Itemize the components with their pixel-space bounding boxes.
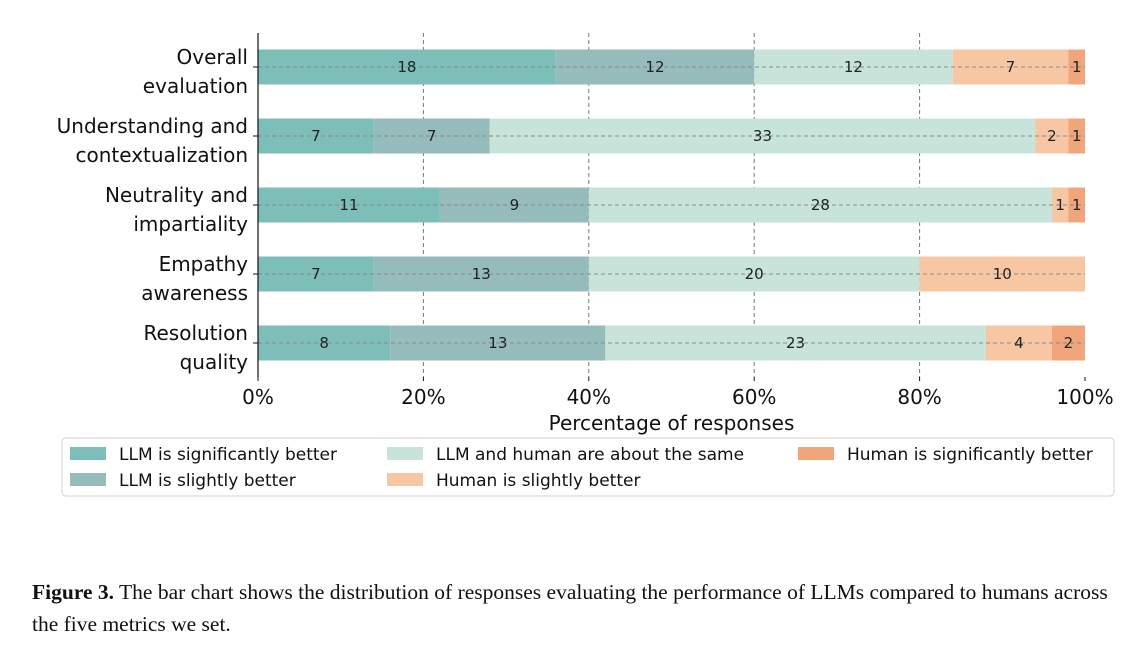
x-tick-label: 80% xyxy=(897,385,941,409)
legend-label: Human is slightly better xyxy=(436,471,640,491)
data-label: 23 xyxy=(786,334,805,352)
caption-label: Figure 3. xyxy=(32,580,115,604)
x-tick-label: 100% xyxy=(1056,385,1113,409)
x-tick-label: 20% xyxy=(401,385,445,409)
legend-swatch xyxy=(70,473,106,486)
bar-segment xyxy=(1068,118,1085,154)
category-label: Neutrality and impartiality xyxy=(105,183,248,236)
bar-segment xyxy=(1068,187,1085,223)
data-label: 7 xyxy=(311,265,321,283)
data-label: 8 xyxy=(319,334,329,352)
x-tick-label: 0% xyxy=(242,385,274,409)
data-label: 1 xyxy=(1055,196,1065,214)
data-label: 13 xyxy=(472,265,491,283)
data-label: 4 xyxy=(1014,334,1024,352)
data-label: 11 xyxy=(339,196,358,214)
category-label: Overall evaluation xyxy=(143,45,248,98)
bar-segment xyxy=(1051,187,1069,223)
x-axis-title: Percentage of responses xyxy=(549,411,795,435)
data-label: 1 xyxy=(1072,58,1082,76)
data-label: 9 xyxy=(510,196,520,214)
category-label: Understanding and contextualization xyxy=(57,114,248,167)
data-label: 20 xyxy=(745,265,764,283)
caption-text: The bar chart shows the distribution of … xyxy=(32,580,1108,636)
x-tick-label: 40% xyxy=(567,385,611,409)
legend-swatch xyxy=(70,447,106,460)
data-label: 13 xyxy=(488,334,507,352)
figure-caption: Figure 3. The bar chart shows the distri… xyxy=(32,576,1132,640)
data-label: 7 xyxy=(427,127,437,145)
data-label: 12 xyxy=(844,58,863,76)
legend-swatch xyxy=(798,447,834,460)
legend-label: LLM and human are about the same xyxy=(436,445,744,465)
bar-segment xyxy=(1068,49,1085,85)
data-label: 7 xyxy=(1006,58,1016,76)
legend-label: Human is significantly better xyxy=(847,445,1093,465)
data-label: 18 xyxy=(397,58,416,76)
data-label: 2 xyxy=(1064,334,1074,352)
category-label: Empathy awareness xyxy=(141,252,248,305)
data-label: 10 xyxy=(993,265,1012,283)
data-label: 28 xyxy=(811,196,830,214)
data-label: 33 xyxy=(753,127,772,145)
category-label: Resolution quality xyxy=(143,321,248,374)
legend-swatch xyxy=(387,447,423,460)
legend-swatch xyxy=(387,473,423,486)
data-label: 12 xyxy=(645,58,664,76)
data-label: 1 xyxy=(1072,127,1082,145)
stacked-bar-chart: 18 12 12 7 17 7 33 2 111 9 28 1 17 13 20 108 13 23 4 2Overa… xyxy=(57,33,1115,497)
legend-box xyxy=(61,437,1115,497)
legend: LLM is significantly better LLM is slight… xyxy=(61,437,1115,497)
legend-label: LLM is significantly better xyxy=(119,445,337,465)
legend-label: LLM is slightly better xyxy=(119,471,296,491)
bar-segment xyxy=(605,325,986,361)
data-label: 2 xyxy=(1047,127,1057,145)
data-label: 7 xyxy=(311,127,321,145)
data-label: 1 xyxy=(1072,196,1082,214)
x-tick-label: 60% xyxy=(732,385,776,409)
